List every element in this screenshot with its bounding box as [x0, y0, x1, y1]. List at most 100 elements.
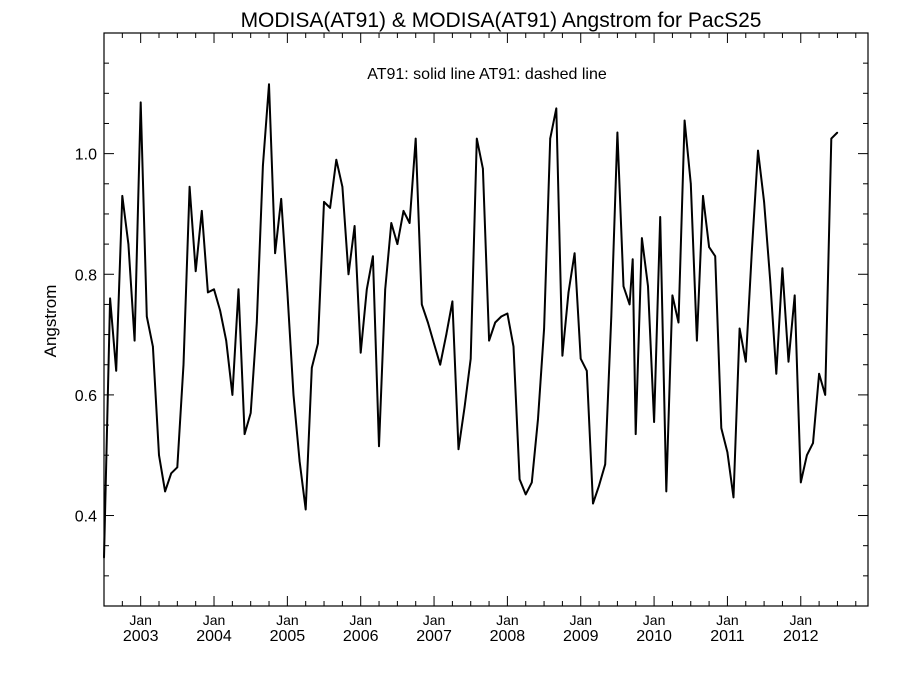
data-point	[384, 288, 387, 291]
data-point	[482, 167, 484, 170]
data-point	[830, 137, 833, 140]
data-point	[781, 267, 784, 270]
data-point	[329, 207, 331, 209]
data-point	[146, 315, 148, 318]
data-point	[573, 252, 576, 254]
data-point	[812, 442, 814, 444]
data-point	[139, 101, 142, 104]
series-group	[103, 83, 839, 559]
data-point	[610, 315, 613, 318]
data-point	[531, 481, 533, 484]
data-point	[488, 339, 490, 342]
data-point	[769, 279, 771, 282]
data-point	[213, 288, 215, 291]
data-point	[390, 222, 393, 224]
data-point	[647, 285, 649, 288]
data-point	[745, 360, 747, 363]
y-axis-label: Angstrom	[41, 285, 60, 358]
data-point	[103, 556, 105, 559]
data-point	[408, 222, 411, 224]
data-point	[806, 454, 808, 457]
data-point	[604, 463, 606, 466]
data-point	[641, 237, 643, 239]
data-point	[243, 433, 246, 435]
data-point	[311, 367, 313, 369]
data-point	[255, 321, 258, 324]
data-point	[506, 312, 509, 315]
data-point	[194, 270, 197, 273]
data-point	[402, 210, 405, 212]
data-point	[463, 406, 466, 408]
x-tick-month-label: Jan	[789, 612, 812, 628]
x-tick-month-label: Jan	[349, 612, 372, 628]
data-point	[800, 481, 802, 484]
data-point	[824, 394, 826, 396]
data-point	[818, 373, 820, 375]
data-point	[201, 210, 203, 212]
data-point	[732, 496, 735, 499]
data-point	[121, 195, 124, 197]
data-point	[347, 273, 350, 276]
data-point	[439, 363, 442, 366]
data-point	[561, 354, 564, 357]
x-tick-year-label: 2009	[563, 628, 599, 645]
data-point	[372, 255, 374, 257]
data-point	[671, 294, 674, 297]
data-point	[622, 285, 625, 288]
data-point	[421, 303, 423, 306]
data-point	[133, 339, 136, 342]
x-tick-year-label: 2008	[490, 628, 526, 645]
data-point	[631, 258, 634, 261]
data-point	[567, 291, 570, 294]
data-point	[353, 225, 356, 227]
data-point	[176, 466, 179, 469]
data-point	[170, 472, 172, 475]
data-point	[793, 294, 796, 297]
data-point	[494, 321, 497, 324]
data-point	[231, 394, 234, 396]
plot-frame	[103, 32, 869, 607]
data-point	[653, 421, 655, 423]
data-point	[787, 360, 790, 363]
data-point	[274, 252, 276, 254]
x-tick-year-label: 2012	[783, 628, 819, 645]
data-point	[757, 149, 759, 152]
data-point	[579, 357, 582, 360]
data-point	[763, 201, 765, 203]
data-point	[586, 370, 588, 372]
data-point	[598, 484, 600, 487]
data-point	[659, 216, 661, 218]
x-tick-year-label: 2003	[123, 628, 159, 645]
x-tick-year-label: 2007	[416, 628, 452, 645]
data-point	[378, 445, 380, 448]
legend-text: AT91: solid line AT91: dashed line	[367, 66, 607, 83]
x-tick-month-label: Jan	[129, 612, 152, 628]
data-point	[616, 131, 619, 134]
data-point	[500, 315, 503, 318]
data-point	[690, 183, 692, 185]
data-point	[549, 137, 551, 140]
chart-title: MODISA(AT91) & MODISA(AT91) Angstrom for…	[241, 9, 762, 32]
data-point	[341, 186, 344, 188]
data-point	[683, 119, 686, 122]
data-point	[414, 137, 417, 140]
x-tick-year-label: 2005	[270, 628, 306, 645]
data-point	[451, 300, 454, 303]
x-tick-month-label: Jan	[643, 612, 666, 628]
data-point	[237, 288, 240, 291]
data-point	[524, 493, 527, 496]
data-point	[164, 490, 166, 493]
x-tick-month-label: Jan	[496, 612, 519, 628]
data-point	[396, 243, 399, 245]
x-tick-month-label: Jan	[276, 612, 299, 628]
data-point	[366, 288, 368, 291]
data-point	[543, 327, 545, 330]
data-point	[537, 418, 539, 420]
data-point	[592, 502, 594, 505]
data-point	[427, 321, 429, 324]
data-point	[109, 297, 111, 300]
data-point	[665, 490, 668, 493]
data-point	[298, 460, 301, 463]
data-point	[127, 243, 130, 245]
data-point	[433, 342, 435, 345]
